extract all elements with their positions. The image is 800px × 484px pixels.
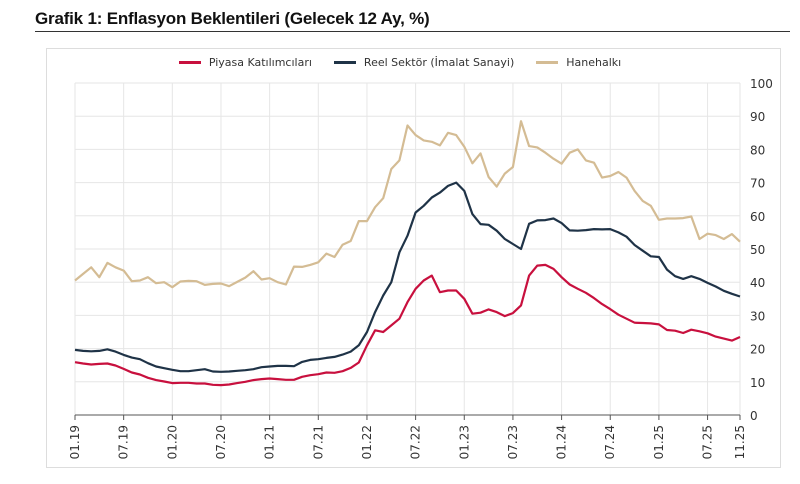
- title-divider: [35, 31, 790, 32]
- y-tick-label: 80: [750, 143, 765, 157]
- legend-label: Reel Sektör (İmalat Sanayi): [363, 56, 515, 69]
- x-tick-label: 01.21: [263, 425, 277, 459]
- y-tick-label: 100: [750, 77, 773, 91]
- x-tick-label: 01.20: [165, 425, 179, 459]
- x-tick-label: 01.22: [360, 425, 374, 459]
- y-tick-label: 20: [750, 343, 765, 357]
- x-tick-label: 07.25: [701, 425, 715, 459]
- x-tick-label: 01.19: [68, 425, 82, 459]
- x-tick-label: 07.24: [603, 425, 617, 459]
- legend-item-reel-sektor: Reel Sektör (İmalat Sanayi): [333, 56, 515, 69]
- legend-swatch: [178, 61, 201, 64]
- y-tick-label: 30: [750, 309, 765, 323]
- legend-item-piyasa: Piyasa Katılımcıları: [178, 56, 312, 69]
- y-tick-label: 40: [750, 276, 765, 290]
- x-tick-label: 01.24: [555, 425, 569, 459]
- legend-swatch: [536, 61, 559, 64]
- legend-swatch: [333, 61, 356, 64]
- y-tick-label: 10: [750, 376, 765, 390]
- y-tick-label: 90: [750, 110, 765, 124]
- legend: Piyasa Katılımcıları Reel Sektör (İmalat…: [0, 56, 800, 69]
- chart-title: Grafik 1: Enflasyon Beklentileri (Gelece…: [35, 9, 430, 28]
- legend-item-hanehalki: Hanehalkı: [536, 56, 621, 69]
- x-tick-label: 07.21: [311, 425, 325, 459]
- x-tick-label: 01.25: [652, 425, 666, 459]
- y-tick-label: 70: [750, 177, 765, 191]
- x-tick-label: 07.22: [409, 425, 423, 459]
- x-tick-label: 07.20: [214, 425, 228, 459]
- legend-label: Piyasa Katılımcıları: [208, 56, 312, 69]
- x-tick-label: 07.23: [506, 425, 520, 459]
- y-tick-label: 0: [750, 409, 758, 423]
- y-tick-label: 60: [750, 210, 765, 224]
- x-tick-label: 01.23: [457, 425, 471, 459]
- chart-frame: [46, 48, 781, 468]
- legend-label: Hanehalkı: [566, 56, 622, 69]
- x-tick-label: 07.19: [117, 425, 131, 459]
- series-line-2: [74, 120, 741, 289]
- series-line-1: [74, 181, 741, 373]
- x-tick-label: 11.25: [733, 425, 747, 459]
- y-tick-label: 50: [750, 243, 765, 257]
- series-line-0: [74, 263, 741, 387]
